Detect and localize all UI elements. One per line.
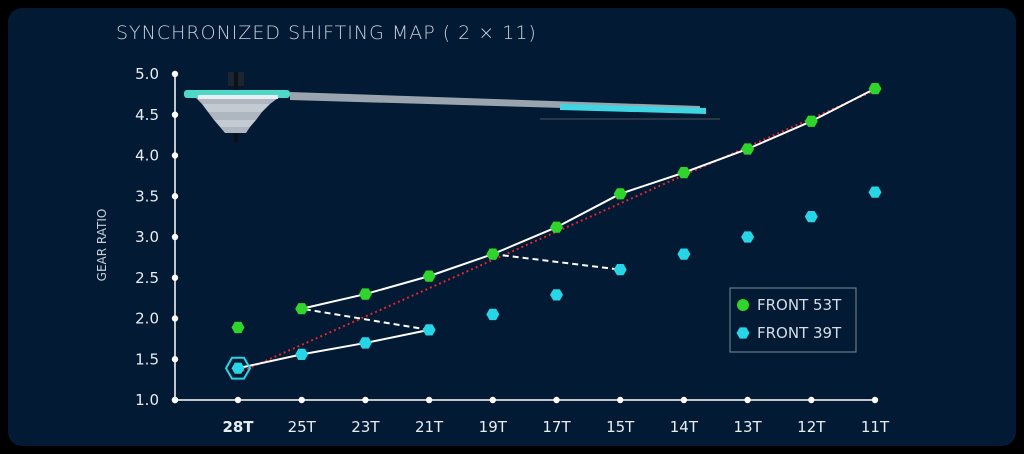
y-tick-label: 1.5 xyxy=(135,350,159,368)
y-tick-dot xyxy=(171,274,179,281)
shift-path-segment xyxy=(365,275,430,296)
shift-path-segment xyxy=(747,120,812,150)
x-tick-label: 17T xyxy=(542,418,571,436)
y-tick-dot xyxy=(171,70,179,78)
x-tick-label: 12T xyxy=(797,418,826,436)
y-tick-dot xyxy=(171,233,179,241)
shift-path-segment xyxy=(810,87,876,123)
point-39t xyxy=(358,337,372,349)
shift-path-segment xyxy=(428,253,494,278)
chart-panel xyxy=(8,8,1016,446)
y-axis-label: GEAR RATIO xyxy=(95,209,109,282)
shift-path-segment xyxy=(301,293,366,310)
shift-path-segment xyxy=(683,148,748,174)
shift-path-segment xyxy=(492,226,557,256)
x-tick-dot xyxy=(871,396,879,404)
shift-path-dashed xyxy=(301,307,430,331)
y-tick-dot xyxy=(171,193,179,200)
point-39t xyxy=(486,308,500,321)
y-tick-label: 3.5 xyxy=(135,187,159,205)
point-39t xyxy=(868,186,882,198)
point-53t xyxy=(486,248,500,260)
trend-line-dotted xyxy=(237,89,876,375)
x-tick-dot xyxy=(298,396,305,404)
data-points xyxy=(224,83,882,380)
x-tick-dot xyxy=(617,396,624,404)
point-39t xyxy=(295,348,309,360)
point-39t xyxy=(550,289,563,301)
x-tick-label: 11T xyxy=(861,418,890,436)
y-tick-label: 4.5 xyxy=(135,106,159,124)
point-39t xyxy=(613,264,627,276)
point-53t xyxy=(295,303,309,315)
shift-path-segment xyxy=(619,171,685,195)
x-tick-label: 23T xyxy=(351,418,380,436)
legend-marker-53t xyxy=(737,299,749,311)
point-39t xyxy=(422,324,436,336)
legend-label-53t: FRONT 53T xyxy=(757,296,842,314)
x-tick-label: 15T xyxy=(606,418,635,436)
point-53t xyxy=(550,221,563,233)
x-tick-dot xyxy=(680,396,688,404)
shift-path-segment xyxy=(365,328,430,344)
x-tick-label: 25T xyxy=(288,418,317,436)
x-tick-label: 13T xyxy=(733,418,762,436)
x-tick-label: 19T xyxy=(479,418,508,436)
point-53t xyxy=(677,167,691,179)
y-tick-label: 4.0 xyxy=(135,147,159,165)
point-39t xyxy=(677,248,691,260)
x-tick-dot xyxy=(744,396,751,404)
x-tick-dot xyxy=(234,396,242,404)
y-tick-dot xyxy=(171,152,179,159)
shift-path-segment xyxy=(556,192,621,229)
y-tick-label: 3.0 xyxy=(135,228,159,246)
point-53t xyxy=(868,83,882,95)
x-tick-label: 21T xyxy=(415,418,444,436)
legend: FRONT 53T FRONT 39T xyxy=(729,287,857,353)
y-tick-label: 2.5 xyxy=(135,269,159,287)
point-53t xyxy=(231,321,245,334)
y-tick-label: 2.0 xyxy=(135,310,159,328)
x-tick-dot xyxy=(362,396,369,404)
x-tick-dot xyxy=(489,396,496,404)
y-tick-dot xyxy=(171,111,179,118)
point-53t xyxy=(422,270,436,282)
x-tick-label: 28T xyxy=(222,418,254,436)
point-39t xyxy=(741,231,755,243)
x-tick-label: 14T xyxy=(670,418,699,436)
y-tick-dot xyxy=(171,315,179,322)
y-tick-label: 1.0 xyxy=(135,391,159,409)
trend-line xyxy=(237,89,876,375)
x-tick-dot xyxy=(553,396,560,404)
point-39t xyxy=(231,362,245,374)
x-tick-dot xyxy=(808,396,815,404)
shift-path-segment xyxy=(237,353,302,370)
x-tick-dot xyxy=(425,396,433,404)
point-39t xyxy=(804,211,818,223)
shift-path-segment xyxy=(301,341,366,356)
point-53t xyxy=(804,115,818,127)
legend-label-39t: FRONT 39T xyxy=(757,324,842,342)
legend-marker-39t xyxy=(736,327,750,339)
point-53t xyxy=(741,143,755,155)
axes: 5.0 4.5 4.0 3.5 3.0 2.5 2.0 1.5 1.0 28T 25T 23T 21T 1… xyxy=(135,65,890,436)
y-tick-label: 5.0 xyxy=(135,65,159,83)
selected-gear-ring xyxy=(224,356,252,380)
point-53t xyxy=(613,188,627,200)
shift-path-dashed xyxy=(492,253,621,271)
y-tick-dot xyxy=(171,356,179,363)
cassette-chain-illustration xyxy=(184,72,720,142)
point-53t xyxy=(358,288,372,300)
chart-title: SYNCHRONIZED SHIFTING MAP ( 2 × 11) xyxy=(116,22,537,44)
origin-dot xyxy=(171,396,179,404)
